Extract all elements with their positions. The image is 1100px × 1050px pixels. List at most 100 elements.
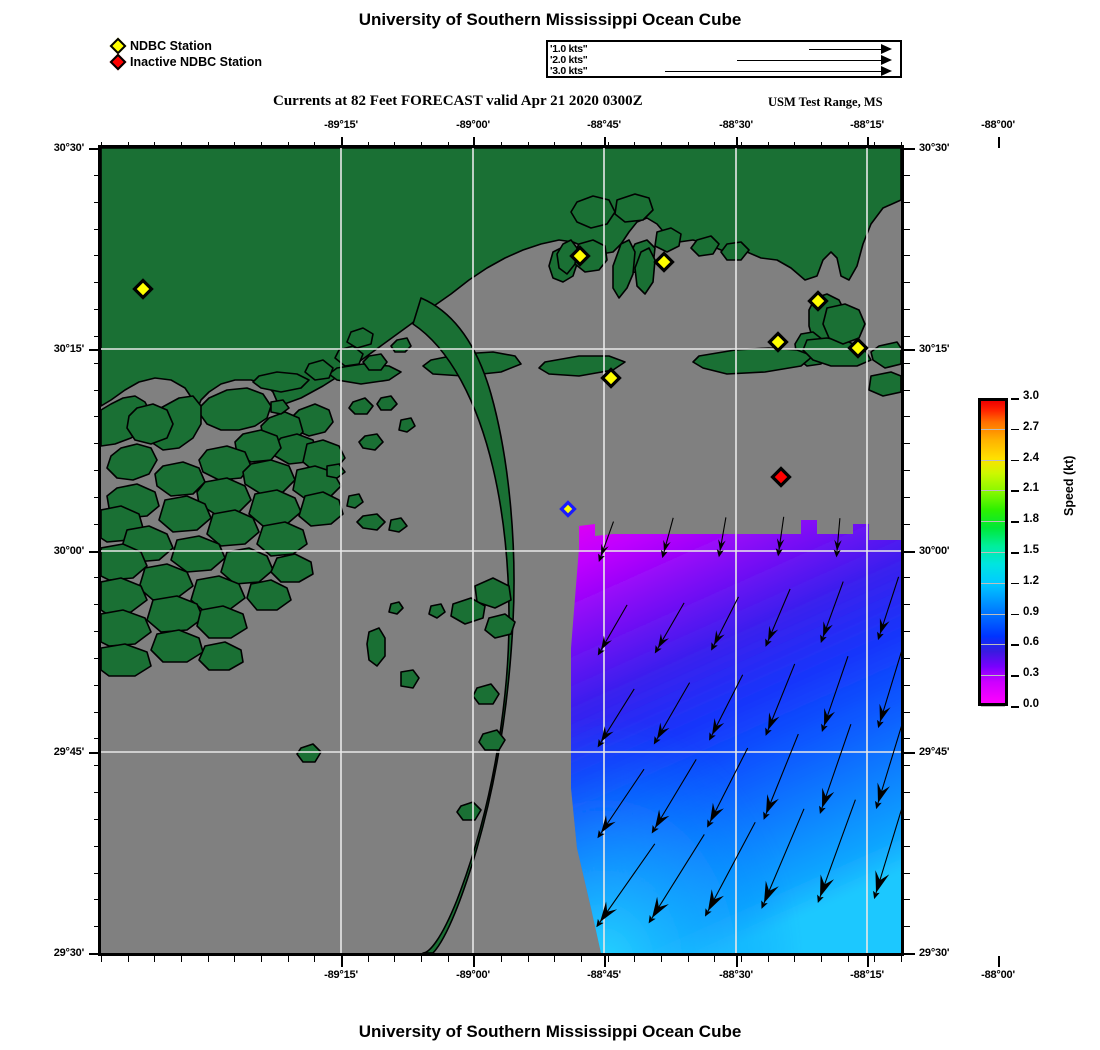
current-vector-arrowhead bbox=[655, 809, 670, 828]
subtitle-row: Currents at 82 Feet FORECAST valid Apr 2… bbox=[98, 93, 918, 113]
current-vector bbox=[761, 808, 805, 909]
current-vector-arrowhead bbox=[879, 618, 890, 634]
current-vector bbox=[820, 581, 844, 643]
colorbar-tick-label: 0.0 bbox=[1023, 698, 1039, 710]
current-vector-arrowhead bbox=[718, 539, 726, 551]
chandeleur-arc bbox=[412, 297, 515, 953]
colorbar-gridline bbox=[981, 675, 1005, 677]
lon-label-top: -89°15' bbox=[324, 119, 358, 131]
colorbar-gridline bbox=[981, 706, 1005, 707]
colorbar-gridline bbox=[981, 552, 1005, 553]
colorbar-tick bbox=[1011, 552, 1019, 554]
land-strip-mobile-e bbox=[634, 247, 656, 295]
lon-label-bottom: -88°15' bbox=[850, 969, 884, 981]
current-vector-arrowhead bbox=[658, 633, 669, 648]
current-vector-arrowhead bbox=[764, 880, 779, 903]
current-vector-arrowhead bbox=[652, 896, 669, 918]
current-vector-arrowhead bbox=[820, 874, 834, 897]
colorbar-tick-label: 2.7 bbox=[1023, 420, 1039, 433]
lon-label-top: -88°00' bbox=[981, 119, 1015, 131]
current-vector-arrowhead bbox=[663, 539, 671, 552]
current-vector-arrowhead bbox=[776, 538, 785, 550]
speed-colorbar[interactable]: 3.0 2.7 2.4 2.1 1.8 1.5 1.2 0.9 0.6 0.3 0.0 Speed … bbox=[978, 390, 1076, 710]
current-vector-arrowhead bbox=[601, 543, 609, 556]
vector-key-shaft-3 bbox=[665, 71, 881, 72]
current-vector bbox=[705, 822, 756, 917]
land-polygons bbox=[101, 148, 901, 953]
colorbar-tick-label: 2.4 bbox=[1023, 451, 1039, 464]
lon-label-top: -88°15' bbox=[850, 119, 884, 131]
current-vector-arrowhead bbox=[834, 539, 842, 551]
current-vector bbox=[597, 768, 645, 839]
colorbar-tick bbox=[1011, 459, 1019, 462]
inactive-station-marker[interactable] bbox=[770, 466, 792, 488]
delta-lobe-a bbox=[126, 403, 174, 445]
marsh-tongue-1 bbox=[556, 239, 578, 275]
current-vector-arrowhead bbox=[714, 630, 725, 645]
colorbar-tick bbox=[1011, 644, 1019, 646]
current-vector bbox=[877, 651, 901, 729]
current-vector-arrowhead bbox=[877, 782, 890, 803]
current-vector bbox=[763, 733, 799, 820]
station-marker[interactable] bbox=[847, 337, 869, 359]
island-se-1 bbox=[868, 371, 901, 397]
current-vector bbox=[877, 576, 900, 641]
colorbar-tick bbox=[1011, 582, 1019, 585]
station-marker[interactable] bbox=[569, 245, 591, 267]
lat-label-left: 29°30' bbox=[53, 947, 84, 959]
map-graphics bbox=[101, 148, 901, 953]
station-marker[interactable] bbox=[807, 290, 829, 312]
lat-label-right: 30°15' bbox=[919, 343, 950, 355]
current-vector bbox=[819, 724, 852, 815]
current-vector bbox=[596, 843, 656, 928]
vector-key-shaft-1 bbox=[809, 49, 881, 50]
current-vector-arrowhead bbox=[601, 726, 614, 742]
colorbar-gridline bbox=[981, 490, 1005, 492]
legend-item-inactive-station: Inactive NDBC Station bbox=[108, 53, 338, 71]
colorbar-tick bbox=[1011, 675, 1019, 677]
current-vector-arrowhead bbox=[875, 870, 890, 893]
colorbar-tick-label: 1.5 bbox=[1023, 544, 1039, 556]
island-nc-1 bbox=[654, 227, 682, 253]
station-marker[interactable] bbox=[767, 331, 789, 353]
map-canvas bbox=[101, 148, 901, 953]
colorbar-tick bbox=[1011, 706, 1019, 708]
colorbar-gridline bbox=[981, 582, 1005, 584]
colorbar-gridline bbox=[981, 521, 1005, 523]
lon-label-bottom: -88°00' bbox=[981, 969, 1015, 981]
land-strip-mobile-w bbox=[612, 239, 636, 299]
colorbar-tick-label: 1.8 bbox=[1023, 513, 1039, 526]
lat-label-right: 29°30' bbox=[919, 947, 950, 959]
page-title-top: University of Southern Mississippi Ocean… bbox=[358, 10, 742, 29]
station-markers bbox=[132, 245, 869, 518]
lon-label-bottom: -89°15' bbox=[324, 969, 358, 981]
current-vector-arrowhead bbox=[600, 901, 618, 922]
vector-key-row-1: '1.0 kts" bbox=[548, 43, 900, 55]
current-vector-arrows bbox=[596, 516, 901, 928]
station-legend: NDBC Station Inactive NDBC Station bbox=[108, 37, 338, 71]
current-vector-arrowhead bbox=[601, 635, 612, 650]
colorbar-tick-label: 1.2 bbox=[1023, 574, 1039, 587]
station-marker[interactable] bbox=[600, 367, 622, 389]
current-vector-arrowhead bbox=[712, 718, 725, 735]
lon-label-top: -88°30' bbox=[719, 119, 753, 131]
chandeleur-fragments bbox=[296, 577, 516, 821]
lon-label-top: -89°00' bbox=[456, 119, 490, 131]
current-vector bbox=[597, 688, 635, 748]
page-title-bottom: University of Southern Mississippi Ocean… bbox=[358, 1022, 742, 1041]
station-marker[interactable] bbox=[132, 278, 154, 300]
current-vector-arrowhead bbox=[601, 815, 616, 833]
colorbar-tick bbox=[1011, 428, 1019, 431]
current-vector-arrowhead bbox=[824, 708, 835, 726]
station-marker[interactable] bbox=[653, 251, 675, 273]
vector-key-arrowhead-2 bbox=[881, 55, 892, 65]
colorbar-gridline bbox=[981, 644, 1005, 646]
vector-key-row-3: '3.0 kts" bbox=[548, 65, 900, 77]
lon-label-bottom: -88°45' bbox=[587, 969, 621, 981]
island-nc-2 bbox=[690, 235, 720, 257]
island-dauphin-n bbox=[822, 303, 866, 345]
station-marker[interactable] bbox=[559, 500, 577, 518]
current-vector bbox=[653, 682, 691, 745]
colorbar-gridline bbox=[981, 428, 1005, 430]
